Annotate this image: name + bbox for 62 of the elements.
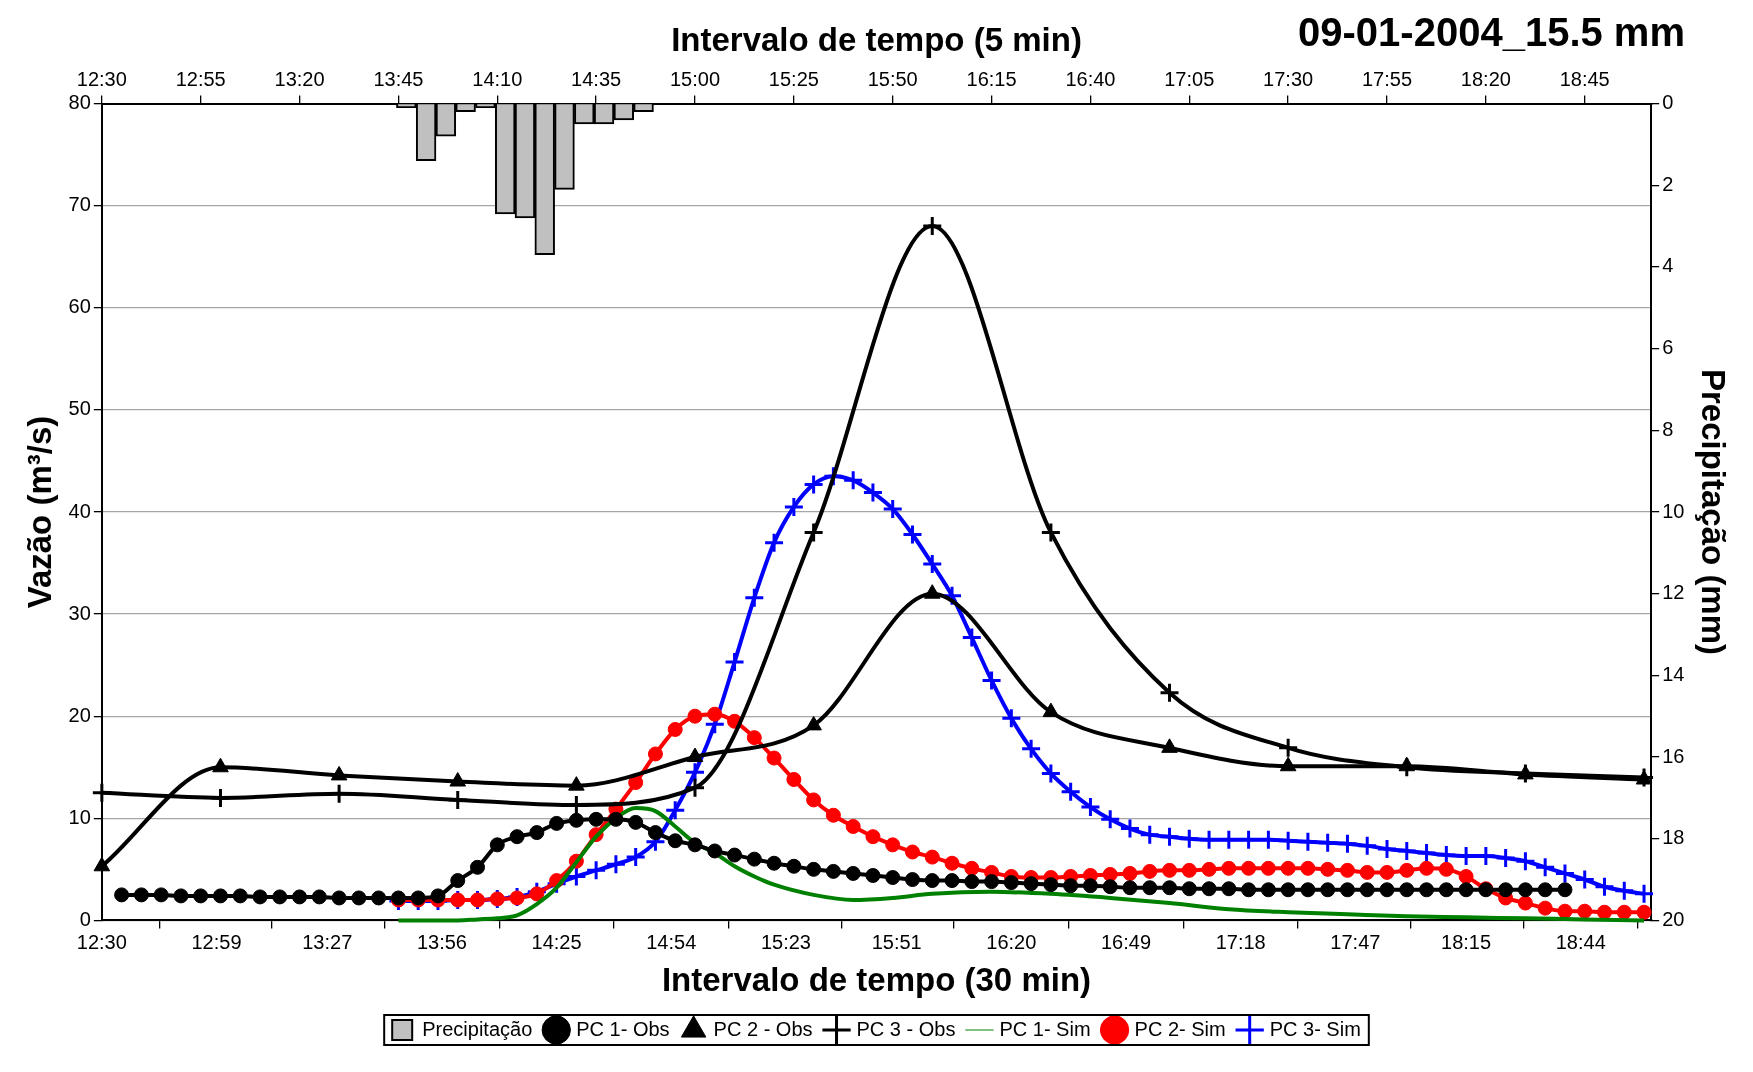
x-tick-label: 15:23 [760, 930, 811, 953]
x2-tick-label: 14:10 [472, 68, 523, 91]
legend-label: Precipitação [422, 1017, 533, 1040]
y2-tick-label: 6 [1662, 336, 1674, 359]
y2-tick-label: 14 [1662, 662, 1685, 685]
x2-tick-label: 14:35 [571, 68, 622, 91]
x2-tick-label: 15:50 [867, 68, 918, 91]
x2-tick-label: 13:45 [373, 68, 424, 91]
x2-tick-label: 17:30 [1263, 68, 1314, 91]
y2-tick-label: 12 [1662, 581, 1685, 604]
x-tick-label: 17:18 [1215, 930, 1266, 953]
y2-tick-label: 10 [1662, 499, 1685, 522]
x2-tick-label: 17:55 [1361, 68, 1413, 91]
x2-tick-label: 15:00 [669, 68, 721, 91]
x2-tick-label: 16:40 [1065, 68, 1116, 91]
y-tick-label: 60 [68, 295, 91, 318]
y2-tick-label: 18 [1662, 826, 1685, 849]
chart-title: 09-01-2004_15.5 mm [1298, 10, 1685, 55]
x-tick-label: 18:15 [1441, 930, 1492, 953]
legend-label: PC 2- Sim [1134, 1017, 1226, 1040]
x-tick-label: 13:27 [302, 930, 353, 953]
x2-tick-label: 17:05 [1164, 68, 1215, 91]
y-tick-label: 20 [68, 703, 91, 726]
x2-tick-label: 18:20 [1460, 68, 1511, 91]
x2-tick-label: 12:30 [76, 68, 127, 91]
x2-tick-label: 16:15 [966, 68, 1017, 91]
x-tick-label: 15:51 [871, 930, 922, 953]
x2-tick-label: 12:55 [175, 68, 226, 91]
x-tick-label: 12:30 [76, 930, 127, 953]
legend-label: PC 3- Sim [1269, 1017, 1361, 1040]
y2-tick-label: 0 [1662, 91, 1674, 114]
y2-axis-title: Precipitação (mm) [1695, 368, 1733, 656]
x-tick-label: 16:20 [986, 930, 1037, 953]
x2-tick-label: 18:45 [1559, 68, 1610, 91]
x-tick-label: 18:44 [1555, 930, 1606, 953]
x-tick-label: 14:25 [531, 930, 582, 953]
legend-label: PC 1- Obs [576, 1017, 670, 1040]
y-tick-label: 0 [79, 907, 91, 930]
x-tick-label: 17:47 [1330, 930, 1381, 953]
y-tick-label: 50 [68, 397, 91, 420]
y2-tick-label: 4 [1662, 254, 1674, 277]
y-axis-title: Vazão (m³/s) [20, 415, 58, 609]
y2-tick-label: 2 [1662, 172, 1674, 195]
y-tick-label: 30 [68, 601, 91, 624]
legend-label: PC 3 - Obs [856, 1017, 956, 1040]
legend-label: PC 2 - Obs [713, 1017, 813, 1040]
x-axis-title: Intervalo de tempo (30 min) [661, 961, 1092, 999]
x-tick-label: 13:56 [416, 930, 467, 953]
y2-tick-label: 16 [1662, 744, 1685, 767]
x-tick-label: 12:59 [191, 930, 242, 953]
y-tick-label: 80 [68, 91, 91, 114]
x2-tick-label: 15:25 [768, 68, 819, 91]
y-tick-label: 40 [68, 499, 91, 522]
x2-axis-title: Intervalo de tempo (5 min) [671, 20, 1082, 58]
x2-tick-label: 13:20 [274, 68, 325, 91]
legend-label: PC 1- Sim [999, 1017, 1091, 1040]
x-tick-label: 16:49 [1101, 930, 1152, 953]
x-tick-label: 14:54 [646, 930, 697, 953]
y-tick-label: 10 [68, 805, 91, 828]
y2-tick-label: 20 [1662, 907, 1685, 930]
y2-tick-label: 8 [1662, 417, 1674, 440]
y-tick-label: 70 [68, 193, 91, 216]
